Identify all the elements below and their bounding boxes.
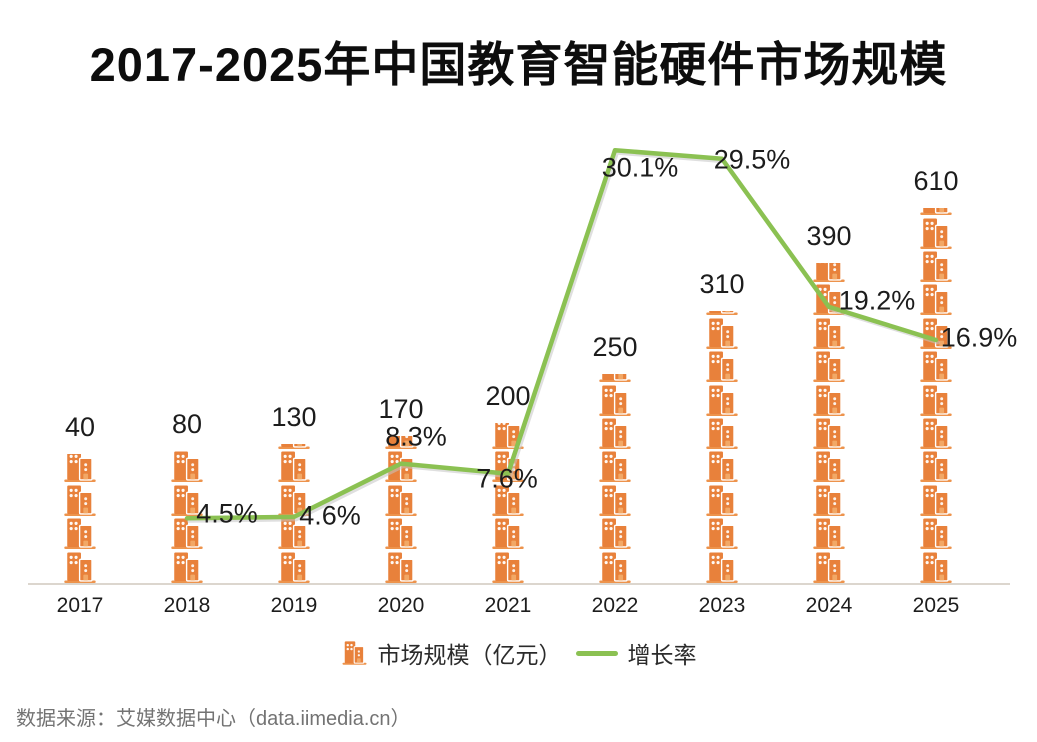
chart-title: 2017-2025年中国教育智能硬件市场规模 [89,38,948,91]
source-note: 数据来源：艾媒数据中心（data.iimedia.cn） [16,708,411,730]
building-icon [341,640,368,666]
x-tick-2025: 2025 [912,594,960,617]
x-tick-2021: 2021 [484,594,532,617]
legend-line-label: 增长率 [627,642,697,668]
growth-point-label-2018: 4.5% [196,498,258,529]
growth-line-path [184,147,939,521]
legend: 市场规模（亿元） 增长率 [0,636,1037,670]
growth-point-label-2021: 7.6% [476,463,538,494]
bar-value-label-2023: 310 [699,269,745,299]
legend-bars-label: 市场规模（亿元） [377,642,562,668]
x-tick-2017: 2017 [56,594,104,617]
growth-line-shadow [187,150,940,523]
line-swatch-icon [575,650,618,656]
x-tick-2023: 2023 [698,594,746,617]
bar-value-label-2018: 80 [171,409,203,439]
growth-point-label-2019: 4.6% [299,500,361,531]
bar-value-label-2025: 610 [913,166,959,196]
bar-value-label-2020: 170 [378,394,424,424]
bar-value-label-2024: 390 [806,221,852,251]
bar-value-label-2022: 250 [592,332,638,362]
x-tick-2020: 2020 [377,594,425,617]
x-tick-2024: 2024 [805,594,853,617]
x-axis-line [28,583,1010,585]
legend-item-bars: 市场规模（亿元） [341,636,562,670]
growth-point-label-2024: 19.2% [838,285,916,316]
bar-value-label-2021: 200 [485,381,531,411]
growth-point-label-2020: 8.3% [385,421,447,452]
x-tick-2018: 2018 [163,594,211,617]
legend-item-line: 增长率 [575,636,697,670]
x-tick-2022: 2022 [591,594,639,617]
bar-value-label-2017: 40 [64,412,96,442]
x-tick-2019: 2019 [270,594,318,617]
growth-point-label-2022: 30.1% [601,152,679,183]
bar-value-label-2019: 130 [271,402,317,432]
growth-point-label-2023: 29.5% [713,144,791,175]
growth-point-label-2025: 16.9% [940,322,1018,353]
